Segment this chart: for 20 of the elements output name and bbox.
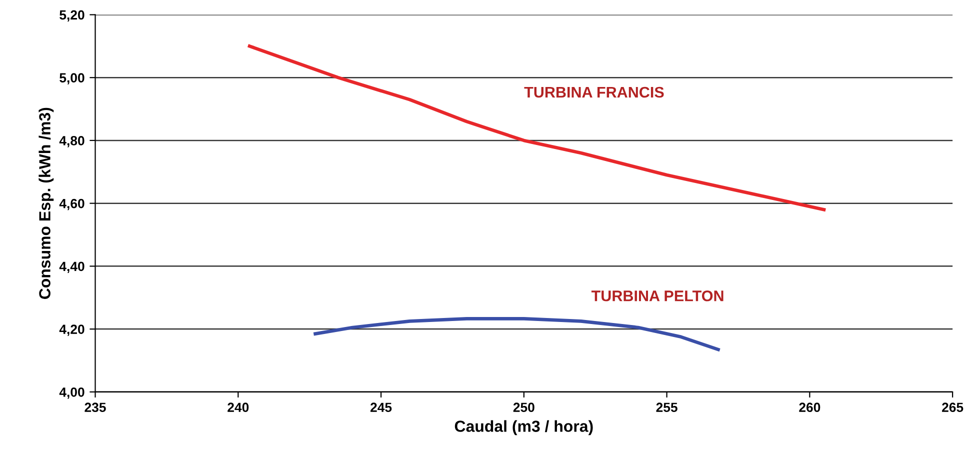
x-tick-label: 260 [799,402,820,412]
line-series [248,44,826,212]
x-tick-label: 250 [513,402,534,412]
y-tick-label: 4,40 [59,262,84,274]
text: TURBINA FRANCIS [524,86,664,98]
y-tick-label: 4,20 [59,324,84,336]
x-tick-label: 265 [942,402,964,412]
y-tick-label: 4,00 [59,387,84,399]
x-tick-label: 255 [656,402,678,412]
x-axis-title: Caudal (m3 / hora) [454,420,593,436]
y-tick-label: 5,20 [60,10,84,22]
y-axis-title: Consumo Esp. (kWh /m3) [38,108,54,299]
y-tick-label: 5,00 [60,73,84,84]
y-tick-label: 4,60 [59,198,84,210]
x-tick-label: 240 [228,402,249,412]
y-tick-label: 4,80 [59,136,84,148]
line-series [314,317,720,352]
series-label: TURBINA PELTON [591,290,724,302]
x-tick-label: 245 [370,402,392,412]
x-tick-label: 235 [84,402,106,412]
